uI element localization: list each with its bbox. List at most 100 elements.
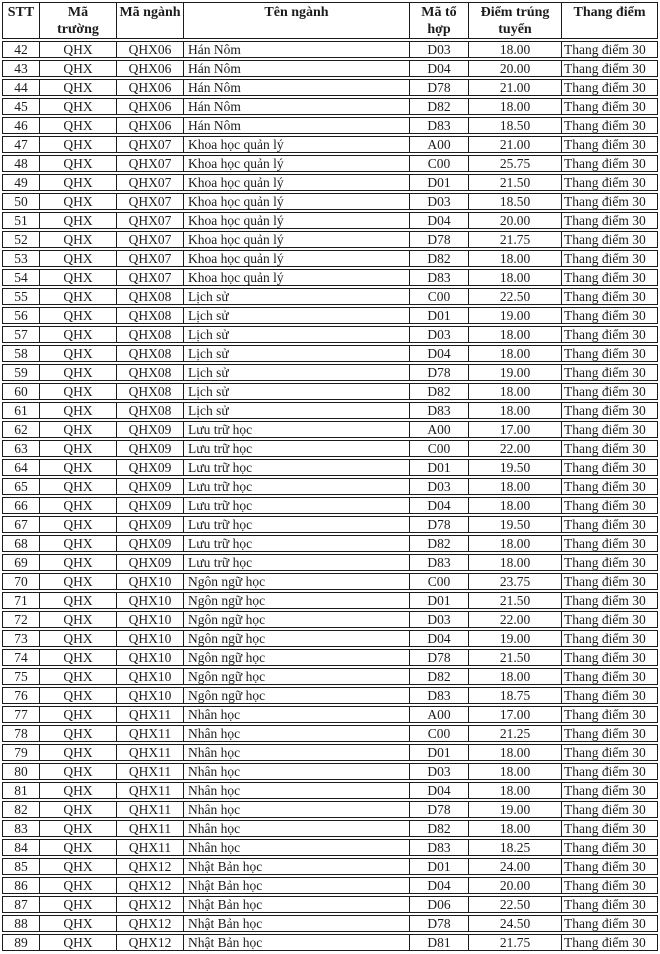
table-row: 65 QHX QHX09 Lưu trữ học D03 18.00 Thang điểm … xyxy=(2,478,658,495)
ma-truong-cell: QHX xyxy=(40,288,117,305)
table-row: 51 QHX QHX07 Khoa học quản lý D04 20.00 Thang … xyxy=(2,212,658,229)
ma-nganh-cell: QHX09 xyxy=(117,535,184,552)
table-row: 60 QHX QHX08 Lịch sử D82 18.00 Thang điểm 30 xyxy=(2,383,658,400)
ma-nganh-cell: QHX08 xyxy=(117,326,184,343)
table-row: 61 QHX QHX08 Lịch sử D83 18.00 Thang điểm 30 xyxy=(2,402,658,419)
table-row: 56 QHX QHX08 Lịch sử D01 19.00 Thang điểm 30 xyxy=(2,307,658,324)
ma-to-hop-cell: D78 xyxy=(410,231,469,248)
diem-trung-tuyen-cell: 21.75 xyxy=(469,231,562,248)
column-header-ma-to-hop: Mã tổ hợp xyxy=(410,2,469,39)
ma-truong-cell: QHX xyxy=(40,269,117,286)
stt-cell: 73 xyxy=(2,630,40,647)
ma-nganh-cell: QHX06 xyxy=(117,117,184,134)
thang-diem-cell: Thang điểm 30 xyxy=(562,592,658,609)
diem-trung-tuyen-cell: 24.50 xyxy=(469,915,562,932)
diem-trung-tuyen-cell: 22.00 xyxy=(469,440,562,457)
table-row: 49 QHX QHX07 Khoa học quản lý D01 21.50 Thang … xyxy=(2,174,658,191)
ma-to-hop-cell: D01 xyxy=(410,592,469,609)
ten-nganh-cell: Hán Nôm xyxy=(184,60,410,77)
diem-trung-tuyen-cell: 18.00 xyxy=(469,782,562,799)
diem-trung-tuyen-cell: 18.00 xyxy=(469,98,562,115)
diem-trung-tuyen-cell: 17.00 xyxy=(469,421,562,438)
diem-trung-tuyen-cell: 19.00 xyxy=(469,801,562,818)
ten-nganh-cell: Khoa học quản lý xyxy=(184,136,410,153)
ma-to-hop-cell: C00 xyxy=(410,288,469,305)
stt-cell: 85 xyxy=(2,858,40,875)
thang-diem-cell: Thang điểm 30 xyxy=(562,421,658,438)
ma-nganh-cell: QHX11 xyxy=(117,763,184,780)
diem-trung-tuyen-cell: 18.00 xyxy=(469,41,562,58)
table-row: 55 QHX QHX08 Lịch sử C00 22.50 Thang điểm 30 xyxy=(2,288,658,305)
ma-truong-cell: QHX xyxy=(40,497,117,514)
stt-cell: 72 xyxy=(2,611,40,628)
table-row: 63 QHX QHX09 Lưu trữ học C00 22.00 Thang điểm … xyxy=(2,440,658,457)
stt-cell: 69 xyxy=(2,554,40,571)
thang-diem-cell: Thang điểm 30 xyxy=(562,117,658,134)
stt-cell: 54 xyxy=(2,269,40,286)
diem-trung-tuyen-cell: 18.00 xyxy=(469,383,562,400)
diem-trung-tuyen-cell: 18.00 xyxy=(469,535,562,552)
stt-cell: 42 xyxy=(2,41,40,58)
ma-to-hop-cell: D78 xyxy=(410,915,469,932)
ma-nganh-cell: QHX07 xyxy=(117,193,184,210)
ma-to-hop-cell: A00 xyxy=(410,136,469,153)
ma-nganh-cell: QHX07 xyxy=(117,155,184,172)
ma-to-hop-cell: D04 xyxy=(410,497,469,514)
thang-diem-cell: Thang điểm 30 xyxy=(562,459,658,476)
ma-nganh-cell: QHX11 xyxy=(117,744,184,761)
table-row: 54 QHX QHX07 Khoa học quản lý D83 18.00 Thang … xyxy=(2,269,658,286)
ma-truong-cell: QHX xyxy=(40,326,117,343)
ma-truong-cell: QHX xyxy=(40,706,117,723)
table-row: 87 QHX QHX12 Nhật Bản học D06 22.50 Thang điểm… xyxy=(2,896,658,913)
thang-diem-cell: Thang điểm 30 xyxy=(562,155,658,172)
stt-cell: 80 xyxy=(2,763,40,780)
ma-nganh-cell: QHX08 xyxy=(117,383,184,400)
diem-trung-tuyen-cell: 19.00 xyxy=(469,307,562,324)
ma-to-hop-cell: D81 xyxy=(410,934,469,951)
stt-cell: 84 xyxy=(2,839,40,856)
thang-diem-cell: Thang điểm 30 xyxy=(562,497,658,514)
ten-nganh-cell: Lưu trữ học xyxy=(184,497,410,514)
table-header: STT Mã trường Mã ngành Tên ngành Mã tổ h… xyxy=(2,2,658,39)
stt-cell: 60 xyxy=(2,383,40,400)
thang-diem-cell: Thang điểm 30 xyxy=(562,535,658,552)
ma-nganh-cell: QHX10 xyxy=(117,573,184,590)
ma-truong-cell: QHX xyxy=(40,79,117,96)
table-row: 76 QHX QHX10 Ngôn ngữ học D83 18.75 Thang điểm… xyxy=(2,687,658,704)
ten-nganh-cell: Lịch sử xyxy=(184,307,410,324)
diem-trung-tuyen-cell: 18.00 xyxy=(469,345,562,362)
diem-trung-tuyen-cell: 18.00 xyxy=(469,250,562,267)
ten-nganh-cell: Hán Nôm xyxy=(184,79,410,96)
table-row: 84 QHX QHX11 Nhân học D83 18.25 Thang điểm 30 xyxy=(2,839,658,856)
thang-diem-cell: Thang điểm 30 xyxy=(562,668,658,685)
table-row: 70 QHX QHX10 Ngôn ngữ học C00 23.75 Thang điểm… xyxy=(2,573,658,590)
thang-diem-cell: Thang điểm 30 xyxy=(562,725,658,742)
ma-nganh-cell: QHX09 xyxy=(117,497,184,514)
thang-diem-cell: Thang điểm 30 xyxy=(562,706,658,723)
ten-nganh-cell: Khoa học quản lý xyxy=(184,269,410,286)
table-row: 81 QHX QHX11 Nhân học D04 18.00 Thang điểm 30 xyxy=(2,782,658,799)
ma-nganh-cell: QHX06 xyxy=(117,41,184,58)
ten-nganh-cell: Ngôn ngữ học xyxy=(184,611,410,628)
thang-diem-cell: Thang điểm 30 xyxy=(562,41,658,58)
diem-trung-tuyen-cell: 22.00 xyxy=(469,611,562,628)
thang-diem-cell: Thang điểm 30 xyxy=(562,402,658,419)
diem-trung-tuyen-cell: 18.00 xyxy=(469,744,562,761)
table-row: 68 QHX QHX09 Lưu trữ học D82 18.00 Thang điểm … xyxy=(2,535,658,552)
ma-truong-cell: QHX xyxy=(40,782,117,799)
ten-nganh-cell: Hán Nôm xyxy=(184,117,410,134)
ma-nganh-cell: QHX09 xyxy=(117,459,184,476)
diem-trung-tuyen-cell: 18.00 xyxy=(469,269,562,286)
ma-to-hop-cell: D82 xyxy=(410,383,469,400)
ten-nganh-cell: Lịch sử xyxy=(184,288,410,305)
ma-to-hop-cell: D03 xyxy=(410,478,469,495)
ten-nganh-cell: Nhân học xyxy=(184,744,410,761)
ma-truong-cell: QHX xyxy=(40,554,117,571)
ten-nganh-cell: Ngôn ngữ học xyxy=(184,668,410,685)
diem-trung-tuyen-cell: 21.00 xyxy=(469,79,562,96)
table-row: 80 QHX QHX11 Nhân học D03 18.00 Thang điểm 30 xyxy=(2,763,658,780)
column-header-stt: STT xyxy=(2,2,40,39)
stt-cell: 89 xyxy=(2,934,40,951)
ma-nganh-cell: QHX12 xyxy=(117,877,184,894)
